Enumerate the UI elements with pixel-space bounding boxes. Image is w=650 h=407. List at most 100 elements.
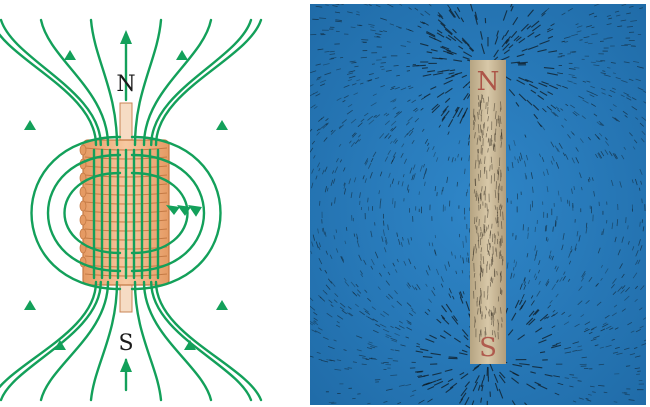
iron-filing [474,14,478,25]
iron-filing [352,292,358,297]
iron-filing [326,187,329,192]
iron-filing [482,256,485,265]
iron-filing [493,56,499,61]
iron-filing [499,241,501,248]
iron-filing [486,261,489,267]
iron-filing [317,48,324,51]
iron-filing [429,334,437,340]
field-line [154,18,263,147]
iron-filing [423,173,426,180]
iron-filing [329,58,335,60]
iron-filing [321,228,324,232]
iron-filing [467,257,470,264]
iron-filing [329,50,335,53]
iron-filing [461,329,469,337]
iron-filing [485,226,488,232]
iron-filing [508,88,516,97]
iron-filing [504,30,510,37]
iron-filing [416,345,421,348]
iron-filing [445,36,452,41]
iron-filing [348,312,354,317]
iron-filing [370,346,376,349]
iron-filing [626,12,631,15]
iron-filing [403,158,407,164]
iron-filing [576,25,583,28]
iron-filing [390,337,398,341]
iron-filing [474,319,476,328]
iron-filing [494,110,497,120]
iron-filing [633,60,640,63]
iron-filing [537,94,545,100]
iron-filing [443,79,453,85]
iron-filing [318,358,323,361]
iron-filing [499,116,502,124]
iron-filing [596,301,602,306]
iron-filing [484,228,486,234]
iron-filing [332,5,338,7]
iron-filing [420,21,425,25]
iron-filing [593,190,595,197]
iron-filing [500,221,503,229]
iron-filing [318,242,322,248]
iron-filing [347,79,352,82]
iron-filing [341,256,345,261]
iron-filing [412,164,416,170]
iron-filing [486,126,489,132]
iron-filing [318,258,323,265]
iron-filing [525,317,534,325]
iron-filing [587,178,590,183]
iron-filing [490,156,493,163]
iron-filing [323,137,328,142]
iron-filing [598,120,605,127]
iron-filing [510,5,514,12]
iron-filing [347,104,353,108]
iron-filing [527,279,531,285]
field-line [0,18,102,147]
iron-filing [613,401,618,403]
iron-filing [321,360,329,363]
bar-surface-filings [472,94,504,342]
iron-filing [526,383,536,390]
iron-filing [456,7,461,13]
iron-filing [432,146,435,151]
iron-filing [449,8,457,18]
iron-filing [352,132,357,138]
iron-filing [612,152,617,160]
iron-filing [614,153,618,159]
iron-filing [614,327,619,330]
iron-filing [400,45,407,47]
iron-filing [360,273,364,278]
iron-filing [407,282,411,288]
iron-filing [437,29,443,34]
iron-filing [343,188,346,195]
iron-filing [315,63,321,66]
iron-filing [480,158,482,164]
core-rod-top [119,102,133,144]
iron-filing [551,344,562,349]
iron-filing [312,321,319,326]
iron-filing [550,23,555,27]
iron-filing [343,182,346,186]
iron-filing [325,250,328,255]
coil-winding-edge [79,200,87,212]
iron-filing [559,276,563,282]
iron-filing [384,156,389,162]
iron-filing [527,232,529,239]
iron-filing [586,80,591,83]
iron-filing [487,209,489,218]
iron-filing [473,121,475,130]
iron-filing [438,124,442,128]
iron-filing [454,158,457,162]
iron-filing [464,381,471,388]
iron-filing [585,227,588,234]
core-rod-bottom [119,281,133,313]
iron-filing [313,106,318,109]
iron-filing [534,381,542,386]
iron-filing [518,93,527,102]
bar-south-marking: S [479,333,497,363]
field-arrow [120,358,132,372]
iron-filing [614,236,617,243]
iron-filing [491,312,494,318]
iron-filing [435,157,439,162]
iron-filing [550,141,555,148]
